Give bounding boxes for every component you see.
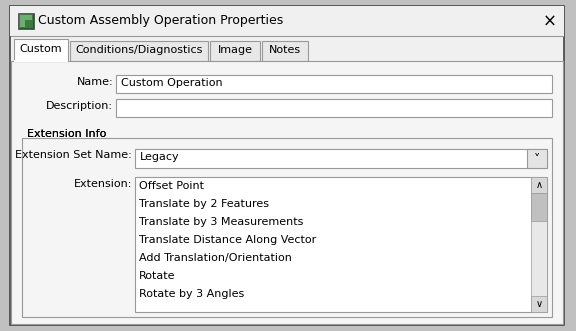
Bar — [531, 296, 547, 312]
Text: Conditions/Diagnostics: Conditions/Diagnostics — [75, 45, 203, 55]
Text: Translate Distance Along Vector: Translate Distance Along Vector — [139, 235, 316, 245]
Text: Rotate: Rotate — [139, 271, 176, 281]
Text: Description:: Description: — [46, 101, 113, 111]
Text: ∨: ∨ — [536, 299, 543, 309]
Text: Extension:: Extension: — [74, 179, 132, 189]
Text: Translate by 3 Measurements: Translate by 3 Measurements — [139, 217, 304, 227]
Bar — [18, 13, 34, 29]
Bar — [14, 39, 68, 61]
Bar — [11, 61, 563, 324]
Text: Custom: Custom — [20, 44, 62, 54]
Bar — [116, 99, 552, 117]
Text: Offset Point: Offset Point — [139, 181, 204, 191]
Bar — [527, 149, 547, 168]
Text: Name:: Name: — [77, 77, 113, 87]
Bar — [24, 128, 102, 138]
Bar — [262, 41, 308, 61]
Bar — [135, 177, 547, 312]
Text: Translate by 2 Features: Translate by 2 Features — [139, 199, 269, 209]
Bar — [116, 75, 552, 93]
Bar — [531, 177, 547, 312]
Text: Custom Operation: Custom Operation — [121, 78, 223, 88]
Bar — [20, 15, 32, 20]
Bar — [10, 6, 564, 36]
Text: Notes: Notes — [269, 45, 301, 55]
Bar — [22, 138, 552, 317]
Text: Extension Info: Extension Info — [27, 129, 107, 139]
Text: ∧: ∧ — [536, 180, 543, 190]
Bar — [20, 15, 25, 27]
Text: ×: × — [543, 13, 557, 31]
Bar — [19, 14, 33, 28]
Bar — [70, 41, 208, 61]
Text: Rotate by 3 Angles: Rotate by 3 Angles — [139, 289, 244, 299]
Text: Add Translation/Orientation: Add Translation/Orientation — [139, 253, 292, 263]
Text: ˅: ˅ — [534, 153, 540, 166]
Text: Extension Set Name:: Extension Set Name: — [15, 150, 132, 160]
Text: Legacy: Legacy — [140, 152, 180, 162]
Text: Extension Info: Extension Info — [27, 129, 107, 139]
Text: Image: Image — [218, 45, 252, 55]
Bar — [135, 149, 547, 168]
Text: Custom Assembly Operation Properties: Custom Assembly Operation Properties — [38, 14, 283, 27]
Bar — [531, 193, 547, 221]
Bar — [210, 41, 260, 61]
Bar — [531, 177, 547, 193]
